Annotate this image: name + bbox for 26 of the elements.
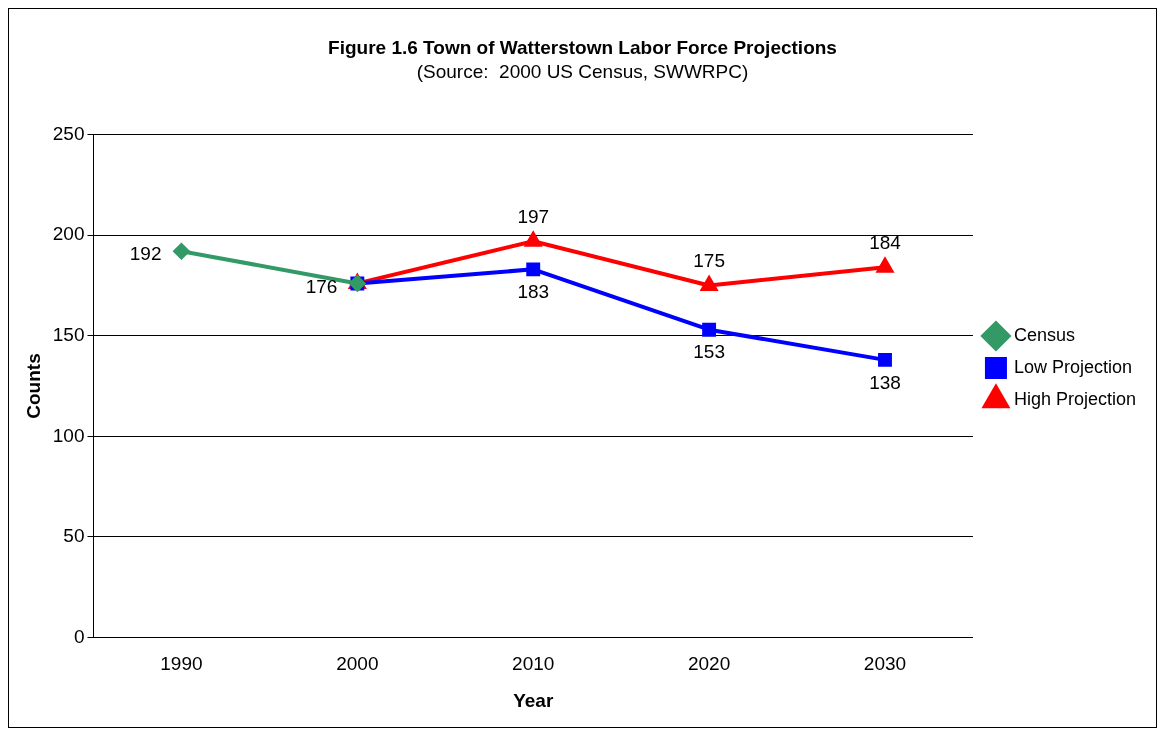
y-tick-label: 50 (63, 525, 85, 547)
y-tick-label: 100 (52, 424, 85, 446)
x-tick-label: 2010 (512, 653, 555, 675)
data-label: 192 (129, 243, 162, 265)
data-label: 175 (693, 250, 725, 272)
y-tick-label: 250 (52, 122, 85, 144)
data-label: 184 (869, 232, 902, 254)
data-label: 197 (517, 205, 550, 227)
x-tick-label: 1990 (160, 653, 203, 675)
chart-title: Figure 1.6 Town of Watterstown Labor Force Projections (328, 36, 837, 58)
legend-label: High Projection (1013, 388, 1136, 409)
data-label: 138 (869, 371, 901, 393)
data-label: 176 (305, 275, 338, 297)
legend-label: Census (1013, 324, 1075, 345)
data-label: 183 (517, 281, 550, 303)
x-tick-label: 2020 (687, 653, 731, 675)
chart-subtitle: (Source: 2000 US Census, SWWRPC) (416, 61, 749, 83)
x-tick-label: 2000 (336, 653, 379, 675)
data-label: 153 (693, 341, 725, 363)
x-axis-title: Year (513, 689, 554, 711)
y-axis-title: Counts (22, 353, 44, 419)
y-tick-label: 0 (73, 625, 85, 647)
legend-label: Low Projection (1013, 356, 1133, 377)
x-tick-label: 2030 (863, 653, 907, 675)
y-tick-label: 150 (52, 323, 85, 345)
y-tick-label: 200 (52, 223, 85, 245)
